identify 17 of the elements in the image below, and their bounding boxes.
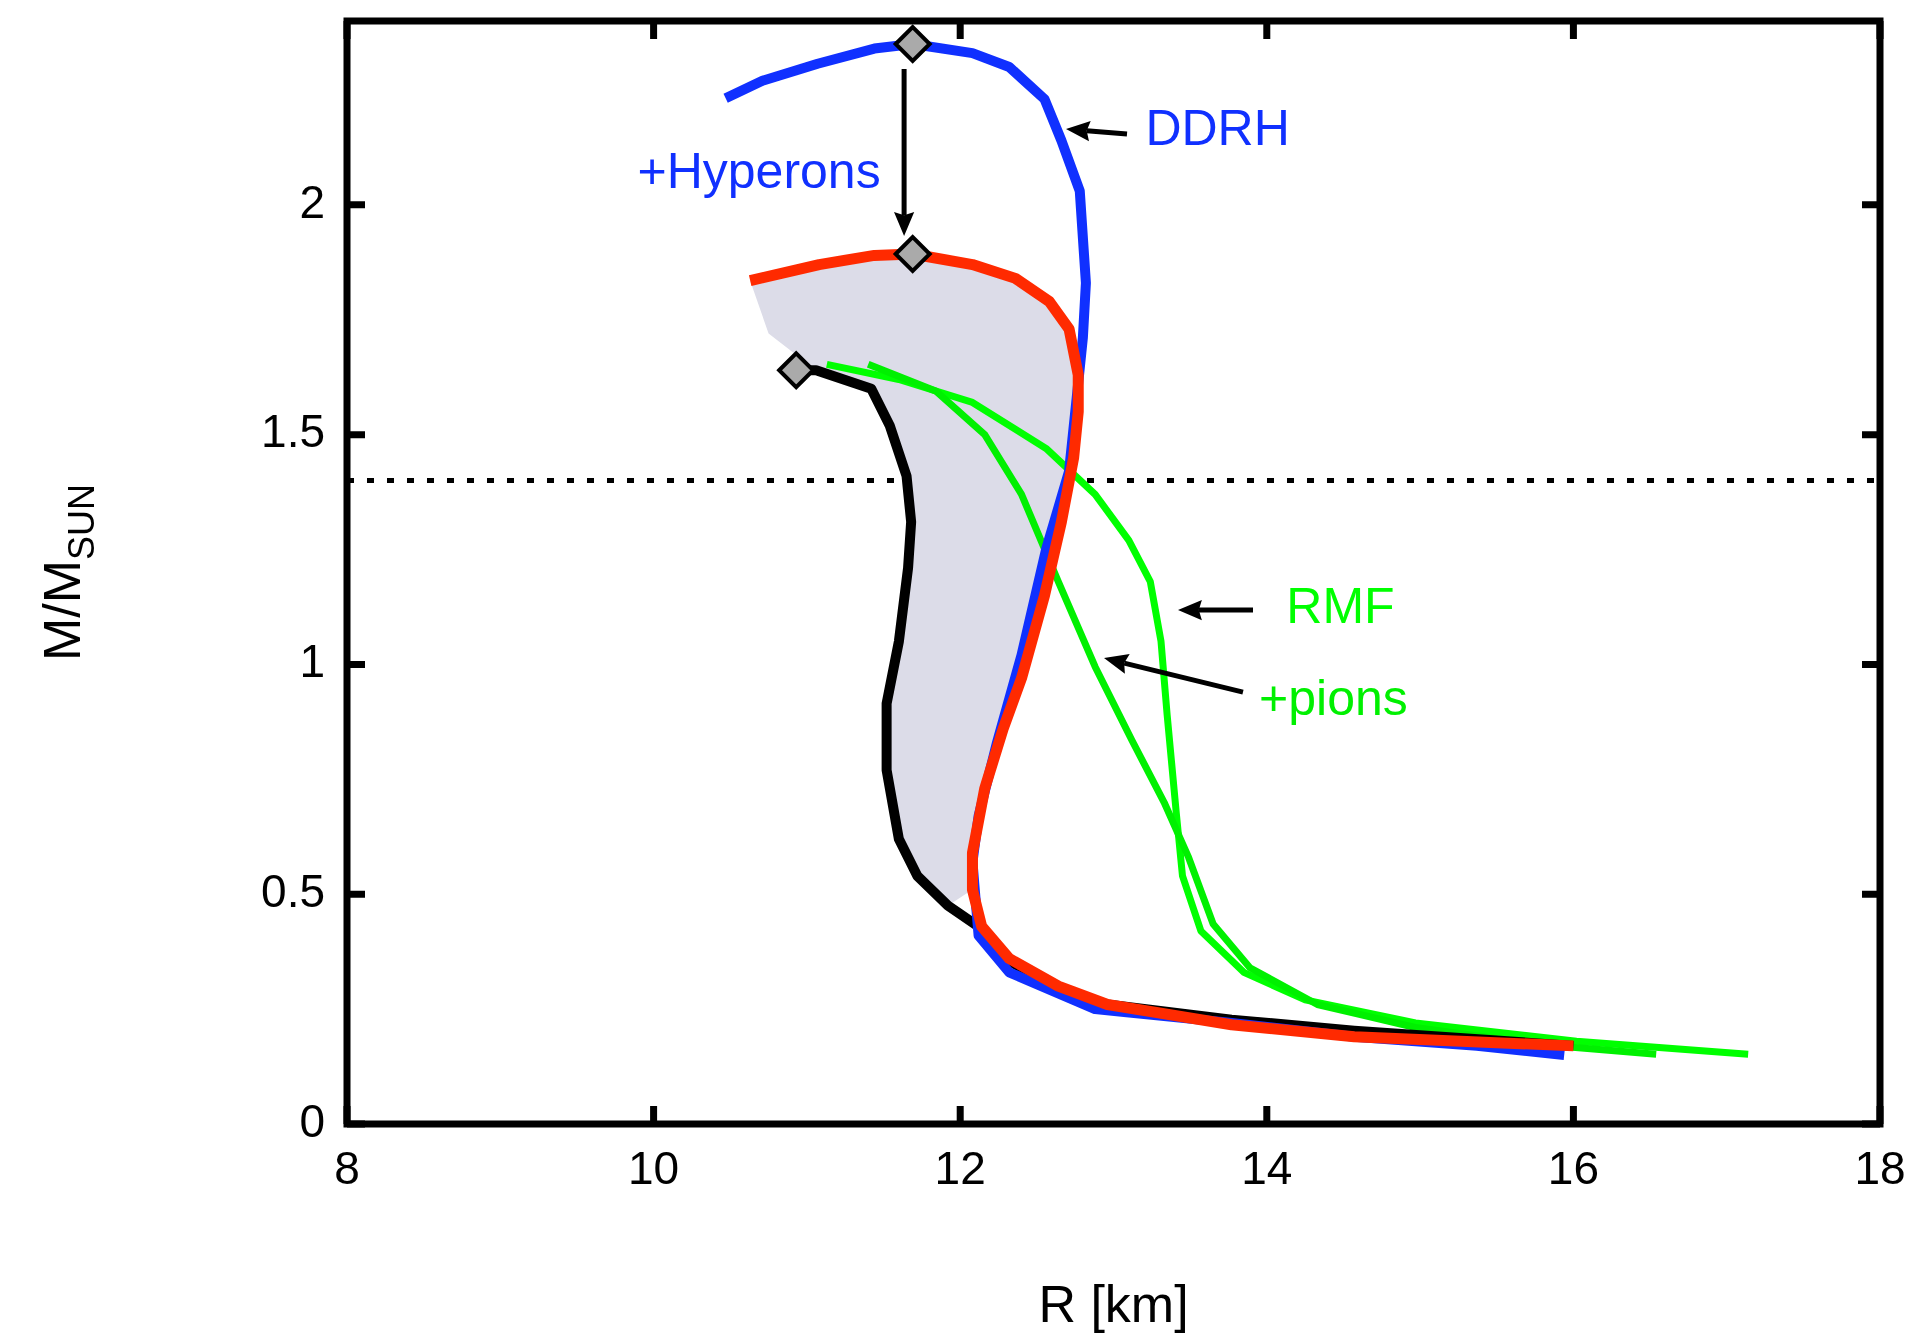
text: +pions bbox=[1259, 670, 1408, 727]
y-tick-label: 0.5 bbox=[261, 864, 325, 917]
x-axis-title: R [km] bbox=[1038, 1275, 1189, 1334]
x-tick-label: 12 bbox=[934, 1142, 986, 1195]
x-tick-label: 8 bbox=[334, 1142, 360, 1195]
y-tick-label: 2 bbox=[299, 175, 325, 228]
text: RMF bbox=[1286, 578, 1395, 635]
x-tick-label: 10 bbox=[628, 1142, 680, 1195]
x-tick-label: 14 bbox=[1241, 1142, 1293, 1195]
annotation: +Hyperons bbox=[637, 142, 881, 199]
y-tick-label: 1.5 bbox=[261, 405, 325, 458]
x-tick-label: 16 bbox=[1547, 1142, 1599, 1195]
x-tick-label: 18 bbox=[1854, 1142, 1906, 1195]
y-tick-label: 1 bbox=[299, 635, 325, 688]
y-tick-label: 0 bbox=[299, 1094, 325, 1147]
series-label: DDRH bbox=[1145, 100, 1290, 157]
y-axis-title: M/MSUN bbox=[33, 483, 102, 662]
